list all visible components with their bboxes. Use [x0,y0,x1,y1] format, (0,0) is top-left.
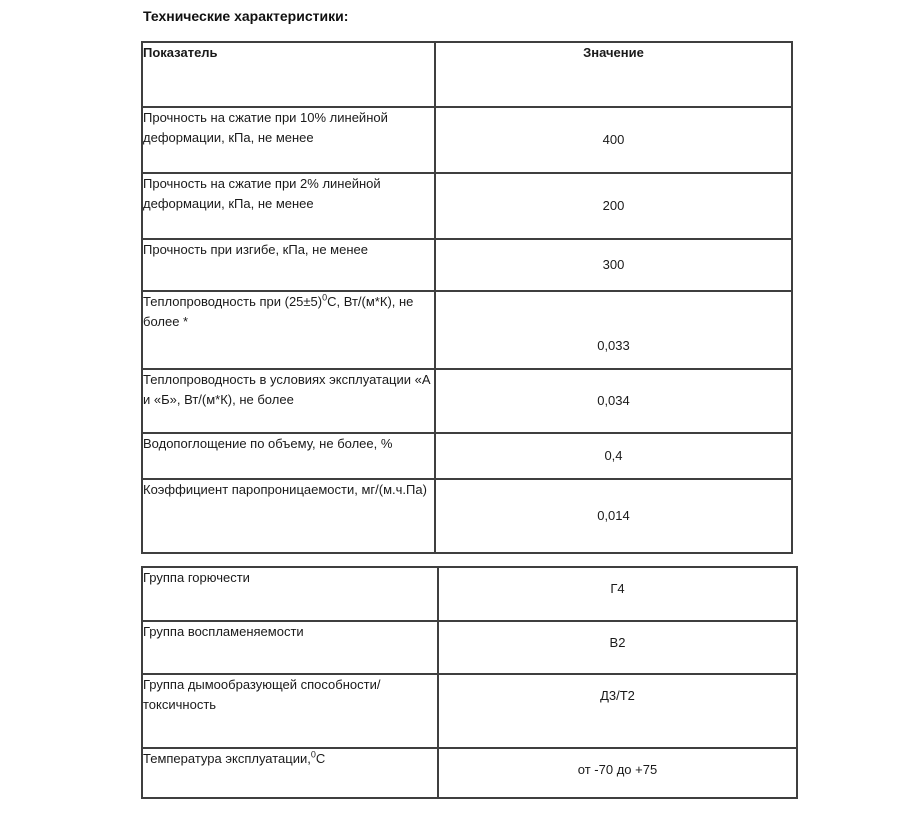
table-row-bending-strength: Прочность при изгибе, кПа, не менее 300 [141,238,793,292]
table-row-thermal-conductivity-operating: Теплопроводность в условиях эксплуатации… [141,368,793,434]
indicator-cell: Водопоглощение по объему, не более, % [141,432,436,480]
table-row-thermal-conductivity-25c: Теплопроводность при (25±5)0С, Вт/(м*К),… [141,290,793,370]
specs-table-fire-safety: Группа горючести Г4 Группа воспламеняемо… [141,566,798,799]
indicator-text: Температура эксплуатации, [143,751,311,766]
table-row-smoke-toxicity-group: Группа дымообразующей способности/токсич… [141,673,798,749]
value-cell: от -70 до +75 [437,747,798,799]
header-indicator: Показатель [141,41,436,108]
superscript-zero: 0 [322,292,328,303]
table-row-operating-temperature: Температура эксплуатации,0С от -70 до +7… [141,747,798,799]
table-row-flammability-group: Группа горючести Г4 [141,566,798,622]
indicator-cell: Прочность на сжатие при 10% линейной деф… [141,106,436,174]
value-cell: 0,4 [434,432,793,480]
value-cell: 400 [434,106,793,174]
header-value: Значение [434,41,793,108]
indicator-cell: Группа дымообразующей способности/токсич… [141,673,439,749]
table-row-water-absorption: Водопоглощение по объему, не более, % 0,… [141,432,793,480]
indicator-cell: Прочность при изгибе, кПа, не менее [141,238,436,292]
table-row-compressive-strength-2pct: Прочность на сжатие при 2% линейной дефо… [141,172,793,240]
table-row-compressive-strength-10pct: Прочность на сжатие при 10% линейной деф… [141,106,793,174]
indicator-text: Теплопроводность при (25±5) [143,294,323,309]
specs-table-main: Показатель Значение Прочность на сжатие … [141,41,793,554]
indicator-cell: Коэффициент паропроницаемости, мг/(м.ч.П… [141,478,436,554]
value-cell: В2 [437,620,798,675]
value-cell: Д3/Т2 [437,673,798,749]
value-cell: 0,034 [434,368,793,434]
indicator-cell: Теплопроводность при (25±5)0С, Вт/(м*К),… [141,290,436,370]
value-cell: 0,014 [434,478,793,554]
indicator-cell: Группа воспламеняемости [141,620,439,675]
indicator-cell: Группа горючести [141,566,439,622]
indicator-text: С, Вт/(м*К), не более * [143,294,414,329]
superscript-zero: 0 [310,749,316,760]
table-row-vapor-permeability: Коэффициент паропроницаемости, мг/(м.ч.П… [141,478,793,554]
indicator-cell: Температура эксплуатации,0С [141,747,439,799]
indicator-text: С [315,751,326,766]
value-cell: 200 [434,172,793,240]
table-row-ignitability-group: Группа воспламеняемости В2 [141,620,798,675]
value-cell: 300 [434,238,793,292]
indicator-cell: Теплопроводность в условиях эксплуатации… [141,368,436,434]
table-header-row: Показатель Значение [141,41,793,108]
page-title: Технические характеристики: [143,8,349,24]
value-cell: Г4 [437,566,798,622]
value-cell: 0,033 [434,290,793,370]
indicator-cell: Прочность на сжатие при 2% линейной дефо… [141,172,436,240]
